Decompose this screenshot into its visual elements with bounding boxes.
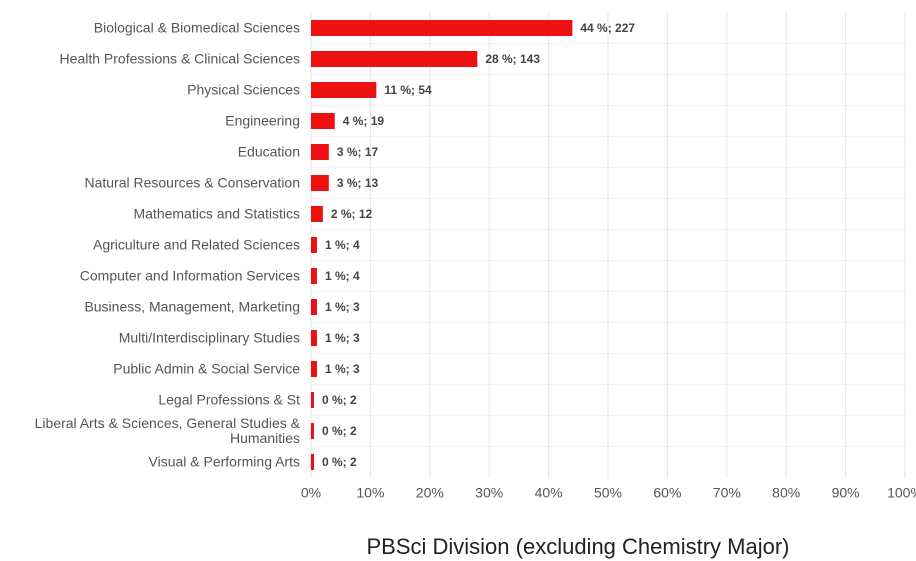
y-tick-label: Education	[237, 143, 300, 160]
y-tick-label: Business, Management, Marketing	[84, 298, 300, 315]
x-tick-label: 90%	[832, 485, 860, 501]
y-tick-label: Physical Sciences	[187, 81, 300, 98]
x-tick-label: 10%	[356, 485, 384, 501]
x-tick-label: 0%	[301, 485, 321, 501]
bar	[311, 392, 314, 408]
x-tick-label: 60%	[653, 485, 681, 501]
x-tick-label: 40%	[535, 485, 563, 501]
x-tick-label: 80%	[772, 485, 800, 501]
x-tick-label: 70%	[713, 485, 741, 501]
y-tick-label: Legal Professions & St	[158, 391, 300, 408]
y-tick-label: Mathematics and Statistics	[133, 205, 300, 222]
data-label: 1 %; 3	[325, 331, 360, 345]
data-label: 0 %; 2	[322, 393, 357, 407]
y-tick-label: Engineering	[225, 112, 300, 129]
y-tick-label: Natural Resources & Conservation	[84, 174, 300, 191]
bar	[311, 206, 323, 222]
y-tick-label: Biological & Biomedical Sciences	[93, 19, 300, 36]
bar	[311, 82, 377, 98]
bar	[311, 268, 317, 284]
bar	[311, 330, 317, 346]
y-tick-label: Public Admin & Social Service	[113, 360, 300, 377]
bar	[311, 113, 335, 129]
y-tick-label: Computer and Information Services	[79, 267, 300, 284]
data-label: 0 %; 2	[322, 455, 357, 469]
bar	[311, 454, 314, 470]
y-tick-label: Health Professions & Clinical Sciences	[59, 50, 300, 67]
bar	[311, 51, 478, 67]
bar	[311, 20, 573, 36]
data-label: 1 %; 3	[325, 300, 360, 314]
bar	[311, 423, 314, 439]
x-tick-label: 100%	[887, 485, 916, 501]
bar	[311, 299, 317, 315]
data-label: 1 %; 4	[325, 269, 360, 283]
y-tick-label: Agriculture and Related Sciences	[92, 236, 300, 253]
data-label: 3 %; 17	[337, 145, 379, 159]
data-label: 11 %; 54	[384, 83, 432, 97]
data-label: 3 %; 13	[337, 176, 379, 190]
data-label: 1 %; 4	[325, 238, 360, 252]
data-label: 1 %; 3	[325, 362, 360, 376]
data-label: 4 %; 19	[343, 114, 385, 128]
x-tick-label: 50%	[594, 485, 622, 501]
bar	[311, 175, 329, 191]
y-tick-label: Liberal Arts & Sciences, General Studies…	[34, 415, 300, 446]
data-label: 28 %; 143	[485, 52, 540, 66]
bar	[311, 144, 329, 160]
x-tick-label: 20%	[416, 485, 444, 501]
x-tick-label: 30%	[475, 485, 503, 501]
bar	[311, 237, 317, 253]
data-label: 2 %; 12	[331, 207, 373, 221]
data-label: 44 %; 227	[580, 21, 635, 35]
bar	[311, 361, 317, 377]
y-tick-label: Multi/Interdisciplinary Studies	[118, 329, 300, 346]
y-tick-label: Visual & Performing Arts	[148, 453, 300, 470]
chart-title: PBSci Division (excluding Chemistry Majo…	[366, 534, 789, 559]
data-label: 0 %; 2	[322, 424, 357, 438]
